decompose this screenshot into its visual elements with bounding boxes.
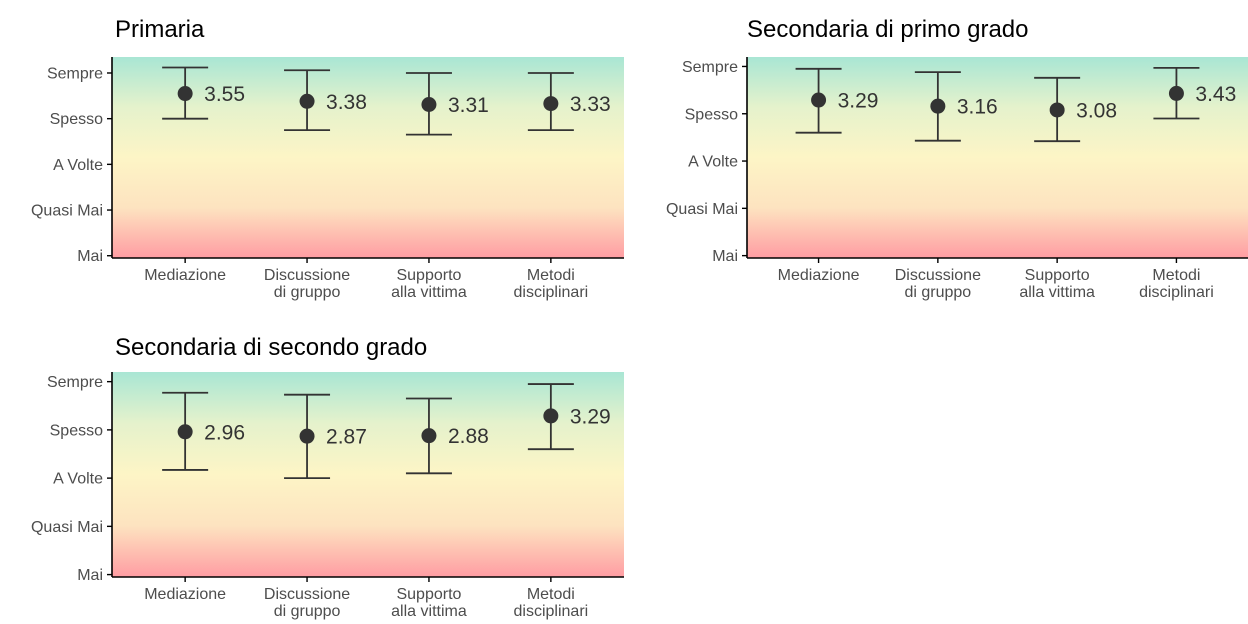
y-tick-label: Mai <box>77 248 103 265</box>
x-tick-label: Mediazione <box>144 267 226 284</box>
data-label: 3.55 <box>204 83 245 106</box>
y-tick-label: Mai <box>77 567 103 584</box>
data-point <box>543 96 559 112</box>
x-tick-label: Metodi disciplinari <box>1139 267 1214 301</box>
panel-background <box>747 57 1248 258</box>
y-tick-label: Mai <box>712 248 738 265</box>
x-tick-label: Supporto alla vittima <box>1019 267 1095 301</box>
data-point <box>1168 85 1184 101</box>
data-point <box>543 408 559 424</box>
y-tick-label: Quasi Mai <box>31 519 103 536</box>
panel-title: Secondaria di primo grado <box>747 16 1029 43</box>
data-label: 3.31 <box>448 94 489 117</box>
y-tick-label: Spesso <box>685 106 738 123</box>
panel-background <box>112 57 624 258</box>
y-tick-label: Spesso <box>50 422 103 439</box>
data-point <box>177 424 193 440</box>
y-tick-label: Sempre <box>682 59 738 76</box>
y-tick-label: Quasi Mai <box>666 201 738 218</box>
y-tick-label: Sempre <box>47 65 103 82</box>
x-tick-label: Mediazione <box>778 267 860 284</box>
x-tick-label: Metodi disciplinari <box>514 267 589 301</box>
data-point <box>421 428 437 444</box>
data-label: 3.33 <box>570 93 611 116</box>
data-point <box>299 428 315 444</box>
panel-2: Secondaria di primo grado Mai Quasi Mai A V… <box>666 16 1248 301</box>
data-label: 2.88 <box>448 425 489 448</box>
data-point <box>421 97 437 113</box>
x-tick-label: Discussione di gruppo <box>264 267 350 301</box>
panel-title: Primaria <box>115 16 205 43</box>
panel-3: Secondaria di secondo grado Mai Quasi Mai A… <box>31 334 624 620</box>
data-label: 3.43 <box>1195 83 1236 106</box>
data-label: 2.96 <box>204 421 245 444</box>
x-tick-label: Metodi disciplinari <box>514 586 589 620</box>
x-tick-label: Discussione di gruppo <box>895 267 981 301</box>
panel-title: Secondaria di secondo grado <box>115 334 427 361</box>
data-point <box>299 93 315 109</box>
data-point <box>930 98 946 114</box>
data-label: 3.38 <box>326 91 367 114</box>
x-tick-label: Supporto alla vittima <box>391 586 467 620</box>
data-point <box>811 92 827 108</box>
data-label: 3.29 <box>838 90 879 113</box>
y-tick-label: A Volte <box>53 471 103 488</box>
data-label: 3.08 <box>1076 99 1117 122</box>
y-tick-label: A Volte <box>53 157 103 174</box>
data-label: 2.87 <box>326 426 367 449</box>
data-label: 3.29 <box>570 405 611 428</box>
y-tick-label: Spesso <box>50 111 103 128</box>
data-point <box>177 86 193 102</box>
y-tick-label: Sempre <box>47 374 103 391</box>
y-tick-label: A Volte <box>688 154 738 171</box>
panel-background <box>112 372 624 577</box>
data-label: 3.16 <box>957 96 998 119</box>
x-tick-label: Discussione di gruppo <box>264 586 350 620</box>
x-tick-label: Mediazione <box>144 586 226 603</box>
x-tick-label: Supporto alla vittima <box>391 267 467 301</box>
data-point <box>1049 102 1065 118</box>
y-tick-label: Quasi Mai <box>31 203 103 220</box>
panel-1: Primaria Mai Quasi Mai A Volte Spesso Sempre M… <box>31 16 624 301</box>
